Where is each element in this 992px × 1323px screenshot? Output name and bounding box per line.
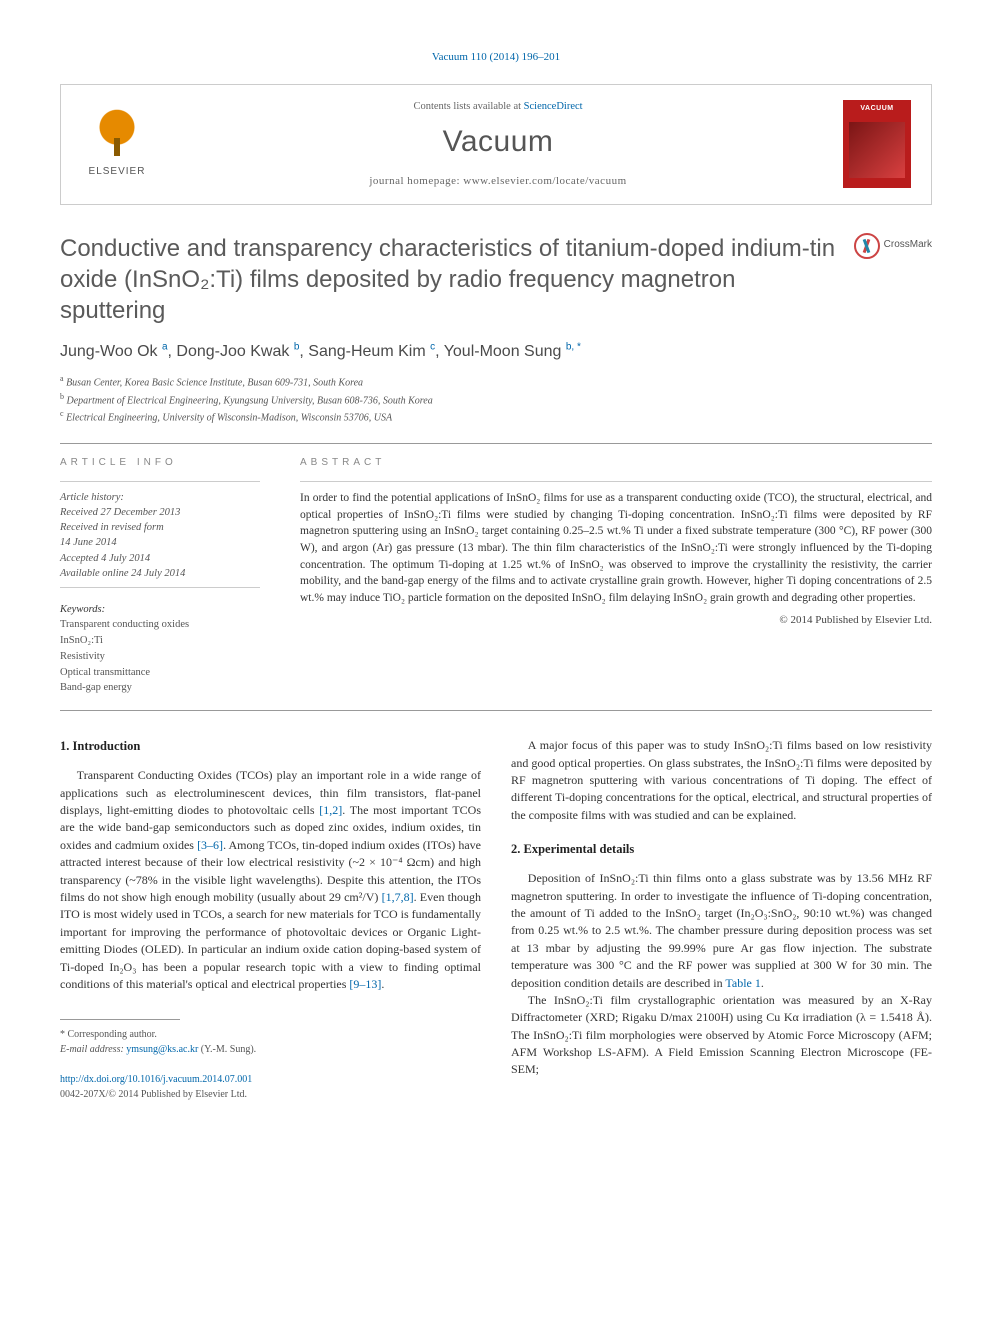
- cover-title: VACUUM: [860, 104, 893, 114]
- affiliation-a: a Busan Center, Korea Basic Science Inst…: [60, 373, 932, 390]
- affiliation-b: b Department of Electrical Engineering, …: [60, 391, 932, 408]
- intro-paragraph-2: A major focus of this paper was to study…: [511, 737, 932, 824]
- ref-link[interactable]: [3–6]: [197, 838, 223, 852]
- author-list: Jung-Woo Ok a, Dong-Joo Kwak b, Sang-Heu…: [60, 340, 932, 363]
- citation-line: Vacuum 110 (2014) 196–201: [60, 50, 932, 66]
- body-columns: 1. Introduction Transparent Conducting O…: [60, 737, 932, 1102]
- sciencedirect-link[interactable]: ScienceDirect: [524, 101, 583, 112]
- journal-header: ELSEVIER Contents lists available at Sci…: [60, 84, 932, 205]
- affiliations: a Busan Center, Korea Basic Science Inst…: [60, 373, 932, 425]
- ref-link[interactable]: [1,7,8]: [382, 890, 414, 904]
- journal-name: Vacuum: [171, 120, 825, 164]
- doi-link[interactable]: http://dx.doi.org/10.1016/j.vacuum.2014.…: [60, 1074, 252, 1085]
- table-ref-link[interactable]: Table 1: [725, 976, 760, 990]
- history-heading: Article history:: [60, 490, 260, 505]
- footnotes: * Corresponding author. E-mail address: …: [60, 1028, 481, 1057]
- email-link[interactable]: ymsung@ks.ac.kr: [126, 1044, 198, 1055]
- article-history: Article history: Received 27 December 20…: [60, 490, 260, 581]
- history-received: Received 27 December 2013: [60, 505, 260, 520]
- rule-icon: [60, 587, 260, 588]
- issn-copyright: 0042-207X/© 2014 Published by Elsevier L…: [60, 1088, 481, 1103]
- journal-cover-thumb: VACUUM: [843, 100, 911, 188]
- abstract-text: In order to find the potential applicati…: [300, 490, 932, 607]
- keyword: Transparent conducting oxides: [60, 617, 260, 633]
- experimental-paragraph-1: Deposition of InSnO₂:Ti thin films onto …: [511, 870, 932, 992]
- email-suffix: (Y.-M. Sung).: [198, 1044, 256, 1055]
- keyword: InSnO₂:Ti: [60, 633, 260, 649]
- history-accepted: Accepted 4 July 2014: [60, 551, 260, 566]
- article-title: Conductive and transparency characterist…: [60, 233, 836, 327]
- email-line: E-mail address: ymsung@ks.ac.kr (Y.-M. S…: [60, 1043, 481, 1058]
- keyword: Resistivity: [60, 649, 260, 665]
- history-revised-1: Received in revised form: [60, 520, 260, 535]
- keywords-list: Transparent conducting oxides InSnO₂:Ti …: [60, 617, 260, 696]
- keywords-heading: Keywords:: [60, 602, 260, 617]
- ref-link[interactable]: [9–13]: [349, 977, 381, 991]
- doi-block: http://dx.doi.org/10.1016/j.vacuum.2014.…: [60, 1073, 481, 1102]
- experimental-paragraph-2: The InSnO₂:Ti film crystallographic orie…: [511, 992, 932, 1079]
- email-label: E-mail address:: [60, 1044, 126, 1055]
- intro-paragraph-1: Transparent Conducting Oxides (TCOs) pla…: [60, 767, 481, 993]
- elsevier-text: ELSEVIER: [89, 165, 146, 180]
- homepage-url: www.elsevier.com/locate/vacuum: [463, 175, 626, 187]
- history-online: Available online 24 July 2014: [60, 566, 260, 581]
- keyword: Band-gap energy: [60, 680, 260, 696]
- rule-icon: [60, 481, 260, 482]
- footnote-rule-icon: [60, 1019, 180, 1020]
- crossmark-icon: [854, 233, 880, 259]
- elsevier-tree-icon: [91, 109, 143, 161]
- keywords-block: Keywords: Transparent conducting oxides …: [60, 602, 260, 696]
- homepage-line: journal homepage: www.elsevier.com/locat…: [171, 174, 825, 190]
- ref-link[interactable]: [1,2]: [319, 803, 342, 817]
- homepage-prefix: journal homepage:: [369, 175, 463, 187]
- keyword: Optical transmittance: [60, 665, 260, 681]
- rule-icon: [300, 481, 932, 482]
- abstract-column: ABSTRACT In order to find the potential …: [300, 456, 932, 696]
- affiliation-c: c Electrical Engineering, University of …: [60, 408, 932, 425]
- contents-prefix: Contents lists available at: [413, 101, 523, 112]
- crossmark-widget[interactable]: CrossMark: [854, 233, 932, 259]
- cover-image-icon: [849, 122, 905, 178]
- article-info-column: ARTICLE INFO Article history: Received 2…: [60, 456, 260, 696]
- crossmark-label: CrossMark: [884, 238, 932, 253]
- section-heading-intro: 1. Introduction: [60, 737, 481, 755]
- contents-lists-line: Contents lists available at ScienceDirec…: [171, 99, 825, 114]
- history-revised-2: 14 June 2014: [60, 535, 260, 550]
- corresponding-author-note: * Corresponding author.: [60, 1028, 481, 1043]
- section-heading-experimental: 2. Experimental details: [511, 840, 932, 858]
- elsevier-logo: ELSEVIER: [81, 103, 153, 185]
- article-info-label: ARTICLE INFO: [60, 456, 260, 471]
- copyright-line: © 2014 Published by Elsevier Ltd.: [300, 613, 932, 629]
- abstract-label: ABSTRACT: [300, 456, 932, 471]
